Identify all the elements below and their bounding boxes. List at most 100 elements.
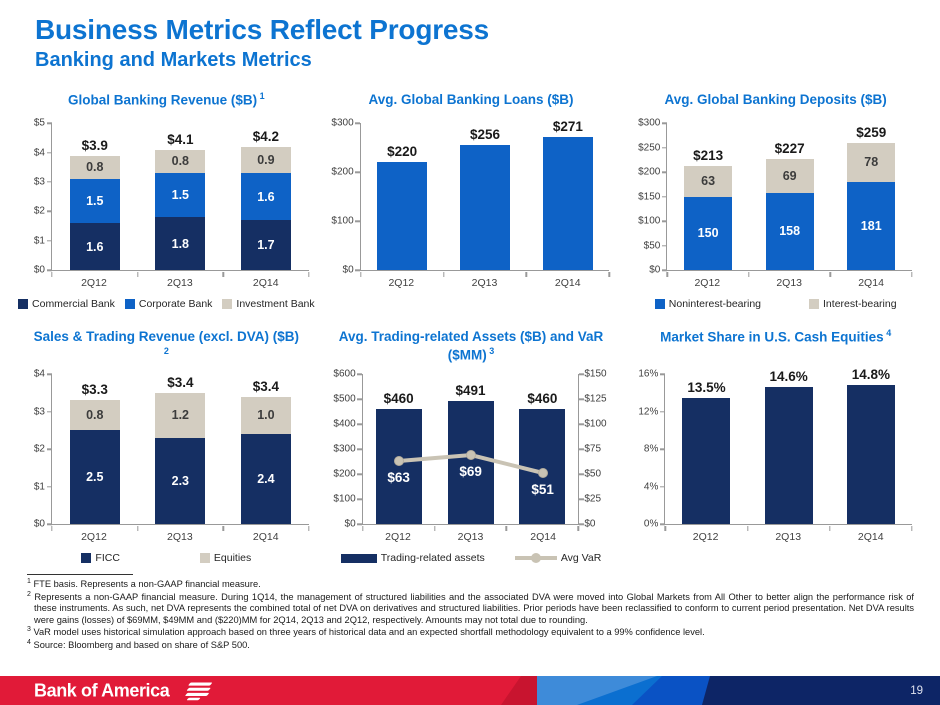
y-axis-tick-mark xyxy=(661,171,667,173)
chart-title: Avg. Global Banking Deposits ($B) xyxy=(664,92,887,108)
footnote-3-sup: 3 xyxy=(27,626,31,634)
footnote-4: 4 Source: Bloomberg and based on share o… xyxy=(27,639,914,652)
x-axis-labels: 2Q12 2Q13 2Q14 xyxy=(319,277,624,289)
x-axis-tick-mark xyxy=(307,525,310,531)
bar-segment: 1.5 xyxy=(69,179,120,224)
right-axis-tick-mark xyxy=(578,423,584,425)
right-axis-tick-mark xyxy=(578,373,584,375)
footnote-1-text: FTE basis. Represents a non-GAAP financi… xyxy=(33,579,261,590)
bar-segment-label: 0.8 xyxy=(86,160,104,175)
bar-segment-label: 78 xyxy=(864,155,879,170)
bar-value-label: $259 xyxy=(856,125,887,141)
y-axis-tick-label: 4% xyxy=(643,481,659,493)
bar-value-label: $4.2 xyxy=(252,128,280,144)
x-axis-label: 2Q13 xyxy=(776,277,803,290)
bar-segment xyxy=(519,409,566,525)
bar-segment: 181 xyxy=(847,181,896,271)
legend-swatch xyxy=(809,299,820,310)
legend: Trading-related assets Avg VaR xyxy=(319,552,624,564)
legend-item: Interest-bearing xyxy=(809,298,897,310)
x-axis-tick-mark xyxy=(608,271,611,277)
legend-item: Equities xyxy=(199,552,251,564)
y-axis-tick-mark xyxy=(46,523,52,525)
chart-title: Market Share in U.S. Cash Equities 4 xyxy=(660,328,892,345)
bar-segment: 2.5 xyxy=(69,430,120,525)
y-axis-tick-mark xyxy=(661,122,667,124)
y-axis-tick-mark xyxy=(659,410,665,413)
right-axis-tick-label: $125 xyxy=(584,393,607,405)
plot-area: $0 $50 $100 $150 $200 $250 $300 150 63 $213 158 69 $… xyxy=(638,118,913,277)
bar-segment-label: 1.6 xyxy=(257,189,275,204)
x-axis-label: 2Q13 xyxy=(166,531,193,544)
y-axis-tick-mark xyxy=(46,485,52,488)
y-axis-tick-label: 8% xyxy=(643,443,659,455)
legend-item: Commercial Bank xyxy=(18,298,115,310)
x-axis-tick-mark xyxy=(911,271,913,277)
bar-segment-label: 69 xyxy=(782,168,797,183)
y-axis-tick-label: $600 xyxy=(333,368,356,380)
x-axis-label: 2Q12 xyxy=(692,531,719,544)
bank-of-america-wordmark: Bank of America xyxy=(34,680,170,700)
line-value-label: $51 xyxy=(531,482,554,498)
y-axis-tick-label: $3 xyxy=(33,406,45,418)
bar-value-label: $3.3 xyxy=(81,382,108,398)
y-axis-tick-mark xyxy=(357,398,363,400)
y-axis-tick-label: $5 xyxy=(33,117,45,129)
y-axis-tick-mark xyxy=(46,181,52,183)
legend-item: Noninterest-bearing xyxy=(654,298,761,310)
bar-segment-label: 0.8 xyxy=(86,408,104,423)
bar-segment-label: 63 xyxy=(701,174,716,189)
x-axis-label: 2Q13 xyxy=(166,277,193,290)
y-axis-tick-label: $100 xyxy=(638,215,661,227)
y-axis-tick-mark xyxy=(659,523,665,525)
x-axis-label: 2Q14 xyxy=(530,531,556,544)
chart-avg-global-banking-deposits: Avg. Global Banking Deposits ($B) $0 $50 $1… xyxy=(623,84,928,310)
footnote-4-text: Source: Bloomberg and based on share of … xyxy=(33,640,250,651)
x-axis-label: 2Q12 xyxy=(385,531,411,544)
bar-segment-label: 150 xyxy=(697,226,719,241)
bar-segment: 63 xyxy=(684,165,733,197)
bar-segment-label: 2.3 xyxy=(171,474,190,489)
y-axis-tick-label: $0 xyxy=(33,518,45,530)
bar-value-label: $3.4 xyxy=(167,374,194,390)
x-axis-tick-mark xyxy=(222,525,224,531)
right-axis-tick-label: $75 xyxy=(584,443,602,455)
right-axis-tick-label: $0 xyxy=(584,518,596,530)
y-axis-tick-label: $0 xyxy=(33,264,45,276)
bar-value-label: $220 xyxy=(387,144,418,160)
y-axis-tick-label: $250 xyxy=(638,142,661,154)
plot-area: $0 $100 $200 $300 $400 $500 $600 $0 $25 $50 $75 $10… xyxy=(333,369,607,531)
footnote-1: 1 FTE basis. Represents a non-GAAP finan… xyxy=(27,578,914,591)
legend-label: Corporate Bank xyxy=(138,298,213,311)
legend-item: Avg VaR xyxy=(514,552,601,564)
bar-segment-label: 1.2 xyxy=(171,408,190,423)
legend: Commercial Bank Corporate Bank Investment … xyxy=(14,298,319,310)
bar-segment xyxy=(377,162,428,271)
slide-header: Business Metrics Reflect Progress Bankin… xyxy=(0,0,940,72)
bar-value-label: 14.8% xyxy=(851,367,891,383)
y-axis-tick-mark xyxy=(357,523,363,525)
footnote-2-text: Represents a non-GAAP financial measure.… xyxy=(34,591,914,625)
y-axis-tick-label: $400 xyxy=(333,418,356,430)
footnote-1-sup: 1 xyxy=(27,578,31,586)
y-axis-tick-label: $200 xyxy=(333,468,356,480)
chart-market-share-cash-equities: Market Share in U.S. Cash Equities 4 0% 4%… xyxy=(623,328,928,564)
y-axis-tick-label: $50 xyxy=(643,240,661,252)
bar-segment: 150 xyxy=(684,196,733,271)
legend-label: Investment Bank xyxy=(236,298,315,311)
right-axis-tick-mark xyxy=(578,473,584,475)
bar-value-label: $491 xyxy=(455,383,486,399)
bar-segment-label: 2.4 xyxy=(257,472,275,487)
y-axis-tick-label: $100 xyxy=(333,493,356,505)
bar-segment xyxy=(682,397,731,525)
y-axis-tick-label: $200 xyxy=(331,166,354,178)
y-axis-tick-mark xyxy=(659,448,665,450)
bar-segment: 0.9 xyxy=(240,146,291,174)
x-axis-labels: 2Q12 2Q13 2Q14 xyxy=(623,531,928,543)
bar: 2.4 1.0 $3.4 xyxy=(240,374,291,525)
right-axis-tick-mark xyxy=(578,523,584,525)
y-axis-tick-mark xyxy=(357,423,363,425)
x-axis-tick-mark xyxy=(829,525,831,531)
legend-swatch xyxy=(81,553,92,564)
y-axis-tick-mark xyxy=(46,448,52,450)
